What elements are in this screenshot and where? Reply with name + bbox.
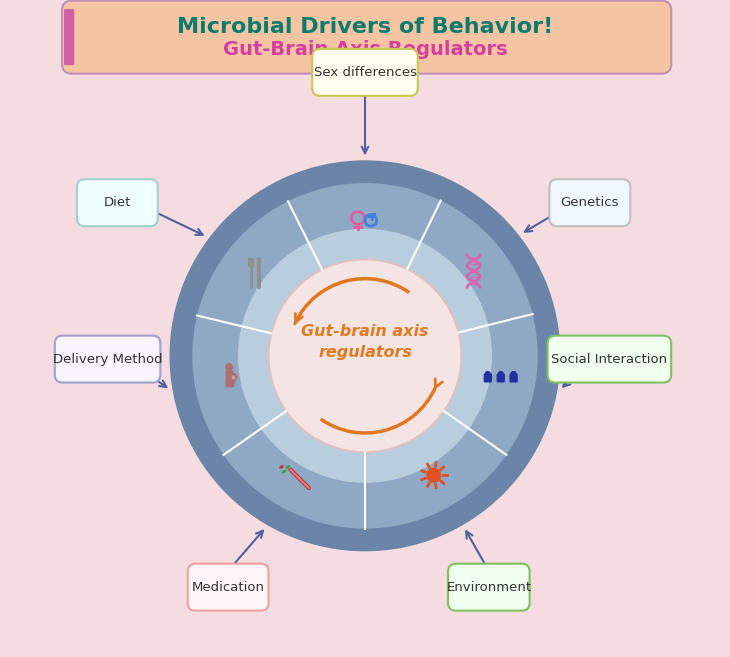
Text: Gut-Brain Axis Regulators: Gut-Brain Axis Regulators bbox=[223, 40, 507, 59]
Text: Gut-brain axis: Gut-brain axis bbox=[301, 323, 429, 338]
Circle shape bbox=[426, 468, 441, 482]
Text: Delivery Method: Delivery Method bbox=[53, 353, 162, 365]
FancyBboxPatch shape bbox=[496, 373, 505, 382]
Text: Diet: Diet bbox=[104, 196, 131, 209]
Text: Sex differences: Sex differences bbox=[313, 66, 417, 79]
Circle shape bbox=[485, 371, 491, 377]
Circle shape bbox=[498, 371, 504, 377]
Text: Microbial Drivers of Behavior!: Microbial Drivers of Behavior! bbox=[177, 16, 553, 37]
FancyBboxPatch shape bbox=[484, 373, 492, 382]
FancyBboxPatch shape bbox=[448, 564, 530, 610]
Circle shape bbox=[231, 375, 236, 379]
FancyBboxPatch shape bbox=[510, 373, 518, 382]
FancyBboxPatch shape bbox=[550, 179, 630, 226]
FancyBboxPatch shape bbox=[312, 49, 418, 96]
Circle shape bbox=[238, 229, 492, 483]
Ellipse shape bbox=[279, 465, 284, 469]
Circle shape bbox=[230, 373, 237, 381]
Text: Medication: Medication bbox=[192, 581, 265, 594]
Ellipse shape bbox=[282, 470, 287, 473]
Text: Social Interaction: Social Interaction bbox=[551, 353, 667, 365]
Circle shape bbox=[226, 363, 233, 371]
FancyBboxPatch shape bbox=[55, 336, 161, 382]
Polygon shape bbox=[226, 371, 236, 386]
Ellipse shape bbox=[285, 465, 291, 469]
FancyBboxPatch shape bbox=[548, 336, 671, 382]
Circle shape bbox=[192, 183, 538, 528]
Text: regulators: regulators bbox=[318, 345, 412, 360]
Text: Environment: Environment bbox=[446, 581, 531, 594]
Circle shape bbox=[269, 260, 461, 452]
Circle shape bbox=[510, 371, 517, 377]
FancyBboxPatch shape bbox=[62, 1, 672, 74]
Circle shape bbox=[169, 160, 561, 551]
FancyBboxPatch shape bbox=[77, 179, 158, 226]
Text: Genetics: Genetics bbox=[561, 196, 619, 209]
FancyBboxPatch shape bbox=[188, 564, 269, 610]
FancyBboxPatch shape bbox=[64, 9, 74, 65]
